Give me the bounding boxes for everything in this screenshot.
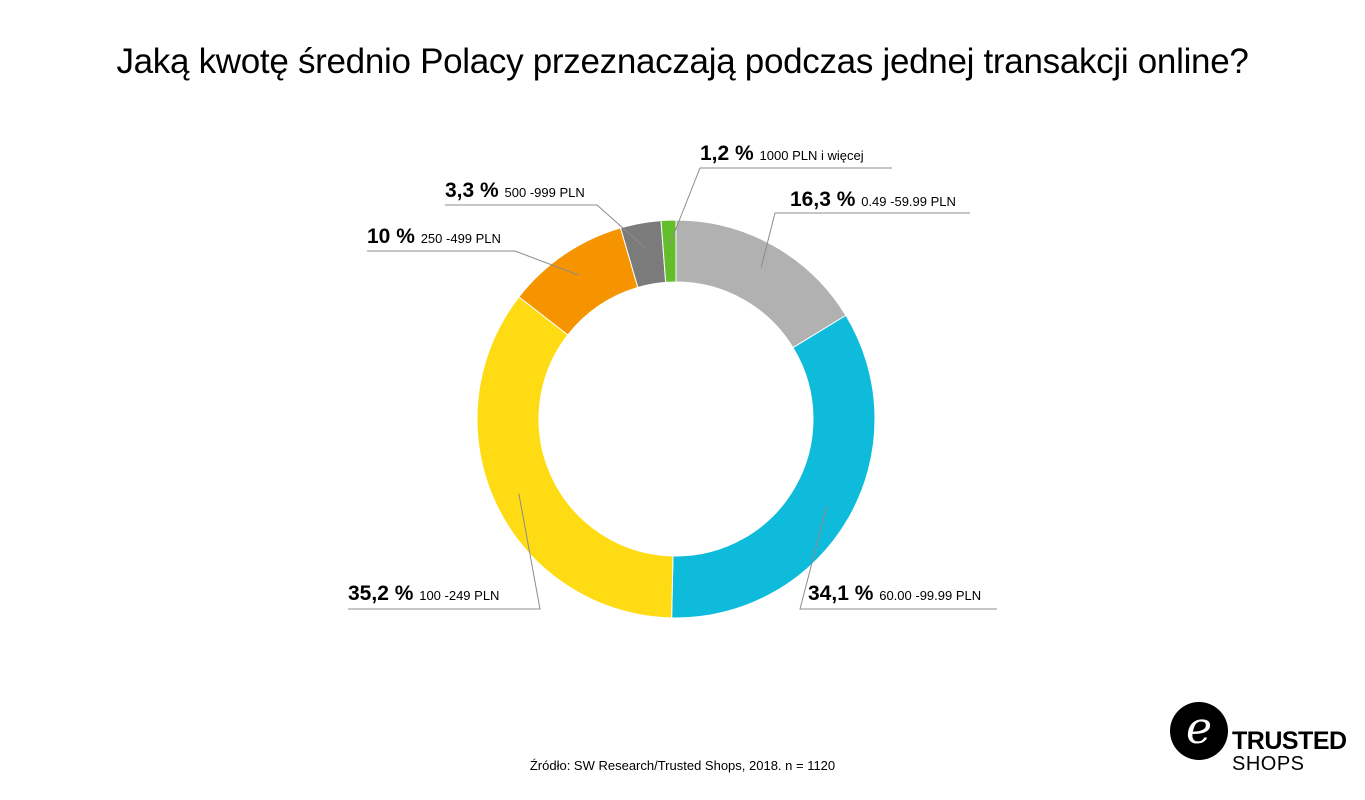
slice-percent: 1,2 % xyxy=(700,142,760,165)
slice-labels: 16,3 % 0.49 -59.99 PLN 34,1 % 60.00 -99.9… xyxy=(348,142,997,610)
slice-percent: 34,1 % xyxy=(808,582,879,605)
slice-range: 100 -249 PLN xyxy=(419,588,499,603)
slice-60-00-99-99-pln xyxy=(671,314,876,619)
donut-slices xyxy=(476,219,876,619)
slice-0-49-59-99-pln xyxy=(675,219,847,349)
slice-label-60-00-99-99-pln: 34,1 % 60.00 -99.99 PLN xyxy=(808,582,981,605)
slice-label-100-249-pln: 35,2 % 100 -249 PLN xyxy=(348,582,499,605)
slice-range: 1000 PLN i więcej xyxy=(760,148,864,163)
slice-label-500-999-pln: 3,3 % 500 -999 PLN xyxy=(445,179,585,202)
slice-range: 500 -999 PLN xyxy=(505,185,585,200)
slice-percent: 35,2 % xyxy=(348,582,419,605)
trusted-shops-logo: e TRUSTED SHOPS xyxy=(1170,702,1350,777)
slice-1000-pln-i-wi-cej xyxy=(660,219,677,283)
leader-line-0-49-59-99-pln xyxy=(760,212,970,268)
leader-line-100-249-pln xyxy=(348,493,541,610)
chart-title: Jaką kwotę średnio Polacy przeznaczają p… xyxy=(116,42,1249,81)
slice-percent: 10 % xyxy=(367,225,421,248)
slice-percent: 3,3 % xyxy=(445,179,505,202)
slice-percent: 16,3 % xyxy=(790,188,861,211)
slice-label-250-499-pln: 10 % 250 -499 PLN xyxy=(367,225,501,248)
trusted-shops-e-icon: e xyxy=(1170,702,1228,760)
slice-label-1000-pln-i-wi-cej: 1,2 % 1000 PLN i więcej xyxy=(700,142,864,165)
leader-line-1000-pln-i-wi-cej xyxy=(668,167,892,246)
slice-range: 250 -499 PLN xyxy=(421,231,501,246)
leader-line-250-499-pln xyxy=(367,250,579,276)
logo-word-shops: SHOPS xyxy=(1232,753,1305,775)
slice-range: 60.00 -99.99 PLN xyxy=(879,588,981,603)
slice-label-0-49-59-99-pln: 16,3 % 0.49 -59.99 PLN xyxy=(790,188,956,211)
logo-word-trusted: TRUSTED xyxy=(1232,727,1347,755)
slice-100-249-pln xyxy=(476,296,674,619)
slice-range: 0.49 -59.99 PLN xyxy=(861,194,956,209)
leader-line-500-999-pln xyxy=(445,204,646,249)
source-note: Źródło: SW Research/Trusted Shops, 2018.… xyxy=(529,758,836,773)
leader-line-60-00-99-99-pln xyxy=(799,505,997,610)
